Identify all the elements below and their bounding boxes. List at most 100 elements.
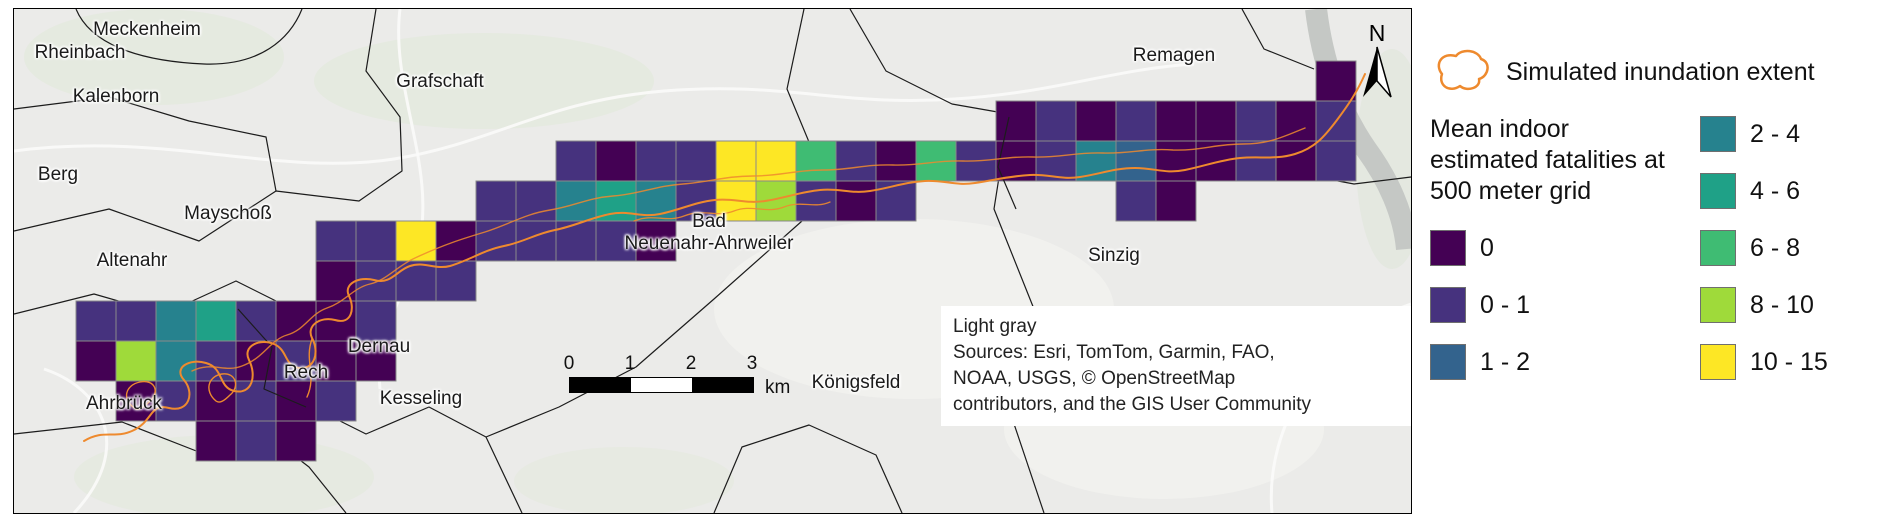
legend-color-swatch <box>1700 173 1736 209</box>
scale-unit-label: km <box>765 377 791 398</box>
legend-title-line: Mean indoor <box>1430 115 1569 143</box>
grid-cell <box>1155 180 1197 222</box>
legend-title: Mean indoor estimated fatalities at 500 … <box>1430 114 1665 207</box>
grid-cell <box>195 300 237 342</box>
admin-boundary <box>997 116 1017 210</box>
legend-title-line: 500 meter grid <box>1430 177 1592 205</box>
admin-boundaries-overlay <box>237 116 1017 408</box>
map-graphics <box>14 9 1411 513</box>
inundation-extent-outline <box>208 373 237 403</box>
grid-cell <box>1315 60 1357 102</box>
legend-class-row: 10 - 15 <box>1700 344 1828 380</box>
scale-bar-segment <box>692 378 753 392</box>
greenspace-patch <box>24 9 284 105</box>
grid-cell <box>555 180 597 222</box>
grid-cell <box>635 220 677 262</box>
grid-cell <box>115 340 157 382</box>
grid-cell <box>355 220 397 262</box>
legend-color-swatch <box>1700 287 1736 323</box>
place-label-text: Grafschaft <box>396 71 484 92</box>
scale-tick-label: 1 <box>624 353 636 374</box>
north-arrow-left-half <box>1363 47 1377 97</box>
map: Meckenheim Rheinbach Kalenborn Grafschaft Re… <box>13 8 1412 514</box>
legend-class-label: 10 - 15 <box>1750 347 1828 376</box>
legend-class-row: 8 - 10 <box>1700 287 1814 323</box>
legend-class-label: 0 - 1 <box>1480 290 1531 319</box>
legend-color-swatch <box>1700 230 1736 266</box>
inundation-extent-outline <box>633 201 831 222</box>
inundation-extent-outline <box>306 338 313 398</box>
legend-class-row: 0 <box>1430 230 1494 266</box>
legend-inundation-label: Simulated inundation extent <box>1506 58 1815 86</box>
attribution-line: contributors, and the GIS User Community <box>953 394 1311 415</box>
scale-tick-labels: 0 1 2 3 <box>564 353 758 377</box>
legend-color-swatch <box>1700 344 1736 380</box>
scale-bar-segments <box>569 377 754 393</box>
scale-bar: 0 1 2 3 km <box>564 353 809 398</box>
attribution-line: Light gray <box>953 316 1037 337</box>
grid-cell <box>875 140 917 182</box>
legend-color-swatch <box>1430 287 1466 323</box>
legend-class-row: 0 - 1 <box>1430 287 1530 323</box>
legend-color-swatch <box>1700 116 1736 152</box>
grid-cell <box>1315 140 1357 182</box>
place-label-text: Kesseling <box>379 388 463 409</box>
place-label-sinzig: Sinzig <box>1088 245 1140 267</box>
greenspace-patch <box>514 447 734 513</box>
admin-boundary <box>485 9 815 438</box>
grid-cell <box>835 140 877 182</box>
grid-cell <box>515 180 557 222</box>
place-label-remagen: Remagen <box>1133 45 1215 67</box>
place-label-text: Berg <box>37 164 79 185</box>
north-arrow-right-half <box>1376 46 1392 98</box>
place-label-text: Dernau <box>347 336 411 357</box>
inundation-extent-outline <box>83 73 1366 442</box>
place-label-meckenheim: Meckenheim <box>93 19 201 41</box>
grid-cell <box>475 180 517 222</box>
legend-class-row: 6 - 8 <box>1700 230 1800 266</box>
place-label-text: Neuenahr-Ahrweiler <box>624 233 794 254</box>
scale-bar-segment <box>570 378 631 392</box>
place-labels-layer: Meckenheim Rheinbach Kalenborn Grafschaft Re… <box>14 9 1411 513</box>
place-label-kalenborn: Kalenborn <box>73 86 160 108</box>
legend-class-label: 2 - 4 <box>1750 119 1801 148</box>
place-label-grafschaft: Grafschaft <box>396 71 484 93</box>
legend-class-row: 1 - 2 <box>1430 344 1530 380</box>
grid-cell <box>75 300 117 342</box>
grid-cell <box>315 380 357 422</box>
north-arrow: N <box>1363 20 1392 98</box>
grid-cell <box>395 220 437 262</box>
scale-tick-label: 0 <box>563 353 575 374</box>
legend-color-swatch <box>1430 230 1466 266</box>
grid-cell <box>115 300 157 342</box>
inundation-extent-icon <box>1437 49 1489 91</box>
legend-class-row: 4 - 6 <box>1700 173 1800 209</box>
legend-class-row: 2 - 4 <box>1700 116 1800 152</box>
place-label-k-nigsfeld: Königsfeld <box>812 372 901 394</box>
place-label-text: Meckenheim <box>93 19 201 40</box>
grid-cell <box>835 180 877 222</box>
place-label-text: Altenahr <box>96 250 168 271</box>
admin-boundary <box>75 9 303 65</box>
legend-class-label: 0 <box>1480 233 1494 262</box>
rhine-river <box>1305 9 1411 251</box>
grid-cell <box>595 140 637 182</box>
road-line <box>14 62 1195 165</box>
place-label-text: Ahrbrück <box>85 393 163 414</box>
place-label-text: Rech <box>283 362 329 383</box>
scale-tick-label: 3 <box>746 353 758 374</box>
inundation-extent-outline <box>191 127 1306 372</box>
place-label-altenahr: Altenahr <box>97 250 168 272</box>
grid-cell <box>1035 100 1077 142</box>
place-label-text: Mayschoß <box>184 203 272 224</box>
place-label-text: Remagen <box>1132 45 1216 66</box>
place-label-text: Königsfeld <box>811 372 901 393</box>
legend-class-label: 6 - 8 <box>1750 233 1801 262</box>
grid-cell <box>675 140 717 182</box>
north-arrow-label: N <box>1369 20 1386 46</box>
admin-boundary <box>1241 9 1315 70</box>
inundation-extent-layer <box>83 73 1366 442</box>
